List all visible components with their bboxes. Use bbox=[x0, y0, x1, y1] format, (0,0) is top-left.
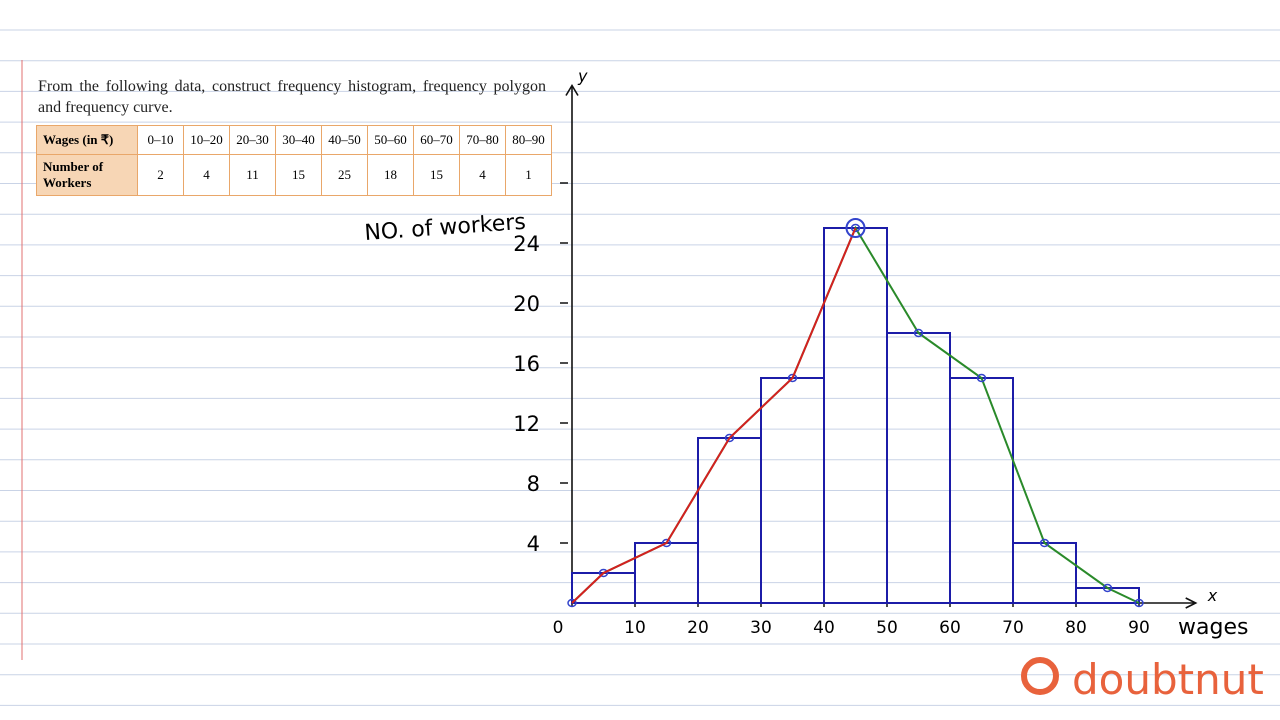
y-axis-label: NO. of workers bbox=[364, 210, 527, 246]
table-cell: 15 bbox=[275, 154, 322, 196]
y-tick-label: 12 bbox=[513, 412, 540, 436]
table-cell: 10–20 bbox=[183, 125, 230, 155]
polygon-point bbox=[976, 373, 987, 383]
polygon-point bbox=[567, 598, 577, 608]
histogram-bar bbox=[571, 572, 636, 604]
polygon-point bbox=[598, 568, 609, 578]
y-arrow bbox=[565, 83, 579, 96]
polygon-point bbox=[1134, 598, 1144, 608]
table-cell: 70–80 bbox=[459, 125, 506, 155]
polygon-point bbox=[913, 328, 924, 338]
x-tick-label: 0 bbox=[553, 618, 564, 638]
data-table: Wages (in ₹) 0–10 10–20 20–30 30–40 40–50 50–6… bbox=[36, 125, 552, 196]
x-tick-label: 90 bbox=[1128, 618, 1150, 638]
table-cell: 18 bbox=[367, 154, 414, 196]
y-tick-label: 20 bbox=[513, 292, 540, 316]
table-cell: 80–90 bbox=[505, 125, 552, 155]
y-tick-label: 16 bbox=[513, 352, 540, 376]
y-tick-label: 8 bbox=[527, 472, 540, 496]
x-tick-label: 70 bbox=[1002, 618, 1024, 638]
table-cell: 25 bbox=[321, 154, 368, 196]
y-tick-label: 4 bbox=[527, 532, 540, 556]
histogram-bar bbox=[823, 227, 888, 604]
polygon-point bbox=[1102, 583, 1113, 593]
table-cell: 0–10 bbox=[137, 125, 184, 155]
x-tick-label: 20 bbox=[687, 618, 709, 638]
x-tick-label: 30 bbox=[750, 618, 772, 638]
table-cell: 60–70 bbox=[413, 125, 460, 155]
x-tick-label: 10 bbox=[624, 618, 646, 638]
peak-marker bbox=[845, 218, 866, 238]
problem-text: From the following data, construct frequ… bbox=[38, 78, 546, 116]
table-cell: Wages (in ₹) bbox=[36, 125, 138, 155]
x-tick-label: 40 bbox=[813, 618, 835, 638]
frequency-curve bbox=[571, 227, 857, 604]
x-axis-label: wages bbox=[1178, 615, 1248, 640]
polygon-point bbox=[724, 433, 735, 443]
x-tick-label: 60 bbox=[939, 618, 961, 638]
x-axis-name: x bbox=[1207, 586, 1218, 605]
table-cell: 4 bbox=[459, 154, 506, 196]
polygon-point bbox=[1039, 538, 1050, 548]
y-tick-label: 24 bbox=[513, 232, 540, 256]
table-cell: 40–50 bbox=[321, 125, 368, 155]
table-cell: 30–40 bbox=[275, 125, 322, 155]
y-axis-name: y bbox=[577, 67, 588, 86]
histogram-bar bbox=[697, 437, 762, 604]
logo-text: doubtnut bbox=[1072, 655, 1264, 704]
table-row: Number of Workers 2 4 11 15 25 18 15 4 1 bbox=[36, 154, 552, 196]
polygon-point bbox=[850, 223, 861, 233]
table-cell: 2 bbox=[137, 154, 184, 196]
histogram-bar bbox=[886, 332, 951, 604]
table-cell: 15 bbox=[413, 154, 460, 196]
table-cell: 20–30 bbox=[229, 125, 276, 155]
polygon-point bbox=[787, 373, 798, 383]
logo-icon bbox=[1021, 657, 1059, 695]
table-cell: 4 bbox=[183, 154, 230, 196]
table-cell: 11 bbox=[229, 154, 276, 196]
table-cell: 1 bbox=[505, 154, 552, 196]
table-cell: Number of Workers bbox=[36, 154, 138, 196]
table-cell: 50–60 bbox=[367, 125, 414, 155]
histogram-bar bbox=[1075, 587, 1140, 604]
table-header: Wages (in ₹) 0–10 10–20 20–30 30–40 40–50 50–6… bbox=[36, 125, 552, 155]
x-arrow bbox=[1185, 597, 1198, 609]
x-tick-label: 50 bbox=[876, 618, 898, 638]
polygon-point bbox=[661, 538, 672, 548]
x-tick-label: 80 bbox=[1065, 618, 1087, 638]
